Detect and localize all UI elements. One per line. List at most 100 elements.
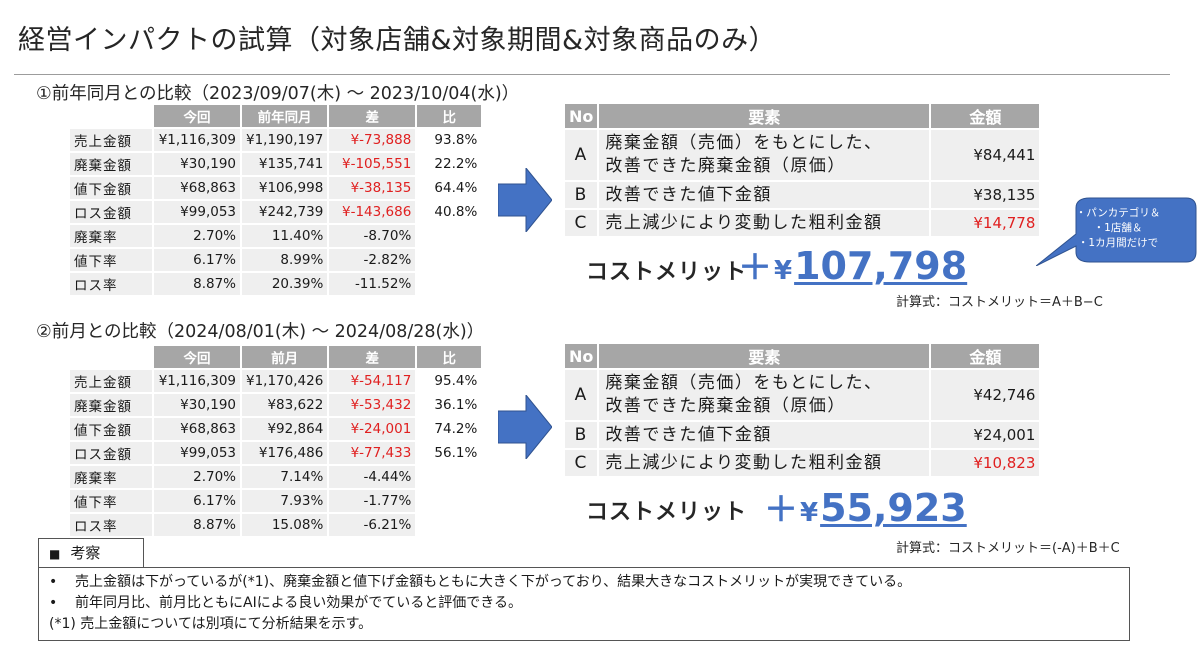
header-previous: 前年同月 xyxy=(242,105,328,127)
previous-value: 20.39% xyxy=(242,273,328,295)
element-description: 廃棄金額（売価）をもとにした、 改善できた廃棄金額（原価） xyxy=(599,370,930,420)
kosatsu-label: 考察 xyxy=(70,544,101,562)
row-label: ロス金額 xyxy=(70,201,152,223)
cost-merit-value: ＋¥107,798 xyxy=(738,240,967,289)
diff-value: ¥-143,686 xyxy=(329,201,416,223)
current-value: ¥1,116,309 xyxy=(154,370,240,392)
diff-value: ¥-38,135 xyxy=(329,177,416,199)
element-amount: ¥10,823 xyxy=(931,450,1040,476)
element-line: 改善できた廃棄金額（原価） xyxy=(605,396,846,416)
diff-value: -4.44% xyxy=(329,466,416,488)
bullet-icon: • xyxy=(49,574,58,590)
ratio-value: 56.1% xyxy=(417,442,482,464)
ratio-value xyxy=(417,273,482,295)
cost-merit-label: コストメリット xyxy=(586,500,748,525)
header-current: 今回 xyxy=(154,105,240,127)
diff-value: ¥-53,432 xyxy=(329,394,416,416)
row-label: 売上金額 xyxy=(70,129,152,151)
elements-header-row: No 要素 金額 xyxy=(565,344,1040,368)
current-value: 8.87% xyxy=(154,273,240,295)
merit-amount: 107,798 xyxy=(794,244,968,288)
table-row: 値下率 6.17% 8.99% -2.82% xyxy=(70,249,482,271)
ratio-value xyxy=(417,249,482,271)
square-bullet-icon: ■ xyxy=(49,547,61,561)
header-blank xyxy=(70,105,152,127)
kosatsu-tag: ■ 考察 xyxy=(38,538,144,568)
header-element: 要素 xyxy=(599,104,930,128)
element-no: B xyxy=(565,182,598,208)
previous-value: 11.40% xyxy=(242,225,328,247)
previous-value: 7.93% xyxy=(242,490,328,512)
ratio-value xyxy=(417,466,482,488)
ratio-value: 22.2% xyxy=(417,153,482,175)
callout-bubble-icon xyxy=(1036,197,1197,266)
table-row: 廃棄金額 ¥30,190 ¥83,622 ¥-53,432 36.1% xyxy=(70,394,482,416)
kosatsu-note: (*1) 売上金額については別項にて分析結果を示す。 xyxy=(49,616,373,632)
right-arrow-icon xyxy=(498,395,552,459)
row-label: 廃棄金額 xyxy=(70,153,152,175)
element-amount: ¥14,778 xyxy=(931,210,1040,236)
element-amount: ¥42,746 xyxy=(931,370,1040,420)
plus-sign: ＋ xyxy=(764,490,798,530)
row-label: 値下率 xyxy=(70,249,152,271)
section2-heading: ②前月との比較（2024/08/01(木) ～ 2024/08/28(水)） xyxy=(36,322,485,342)
ratio-value: 64.4% xyxy=(417,177,482,199)
ratio-value: 40.8% xyxy=(417,201,482,223)
current-value: ¥30,190 xyxy=(154,394,240,416)
element-no: A xyxy=(565,370,598,420)
row-label: 値下率 xyxy=(70,490,152,512)
previous-value: ¥135,741 xyxy=(242,153,328,175)
table-row: B 改善できた値下金額 ¥24,001 xyxy=(565,422,1040,448)
element-description: 売上減少により変動した粗利金額 xyxy=(599,210,930,236)
table-row: C 売上減少により変動した粗利金額 ¥14,778 xyxy=(565,210,1040,236)
section2-elements-table: No 要素 金額 A 廃棄金額（売価）をもとにした、 改善できた廃棄金額（原価）… xyxy=(563,342,1041,478)
merit-amount: 55,923 xyxy=(820,486,967,530)
table-row: 値下金額 ¥68,863 ¥106,998 ¥-38,135 64.4% xyxy=(70,177,482,199)
ratio-value xyxy=(417,514,482,536)
table-row: 売上金額 ¥1,116,309 ¥1,170,426 ¥-54,117 95.4… xyxy=(70,370,482,392)
ratio-value: 36.1% xyxy=(417,394,482,416)
table-row: ロス率 8.87% 15.08% -6.21% xyxy=(70,514,482,536)
element-no: C xyxy=(565,210,598,236)
table-row: ロス金額 ¥99,053 ¥242,739 ¥-143,686 40.8% xyxy=(70,201,482,223)
formula-text: 計算式：コストメリット＝A＋B−C xyxy=(896,295,1103,310)
element-amount: ¥38,135 xyxy=(931,182,1040,208)
element-description: 売上減少により変動した粗利金額 xyxy=(599,450,930,476)
element-amount: ¥84,441 xyxy=(931,130,1040,180)
row-label: 値下金額 xyxy=(70,418,152,440)
element-no: A xyxy=(565,130,598,180)
header-no: No xyxy=(565,104,598,128)
row-label: ロス率 xyxy=(70,273,152,295)
previous-value: ¥176,486 xyxy=(242,442,328,464)
previous-value: ¥106,998 xyxy=(242,177,328,199)
formula-text: 計算式：コストメリット＝(-A)＋B＋C xyxy=(896,541,1120,556)
table-row: C 売上減少により変動した粗利金額 ¥10,823 xyxy=(565,450,1040,476)
table-row: 廃棄率 2.70% 7.14% -4.44% xyxy=(70,466,482,488)
element-line: 改善できた廃棄金額（原価） xyxy=(605,156,846,176)
table-row: A 廃棄金額（売価）をもとにした、 改善できた廃棄金額（原価） ¥84,441 xyxy=(565,130,1040,180)
diff-value: -2.82% xyxy=(329,249,416,271)
plus-sign: ＋ xyxy=(738,248,772,288)
title-divider xyxy=(14,74,1170,75)
diff-value: -1.77% xyxy=(329,490,416,512)
elements-header-row: No 要素 金額 xyxy=(565,104,1040,128)
previous-value: ¥242,739 xyxy=(242,201,328,223)
callout-line: ・1カ月間だけで xyxy=(1077,237,1159,249)
table-row: 売上金額 ¥1,116,309 ¥1,190,197 ¥-73,888 93.8… xyxy=(70,129,482,151)
right-arrow-icon xyxy=(498,168,552,232)
previous-value: 7.14% xyxy=(242,466,328,488)
diff-value: -8.70% xyxy=(329,225,416,247)
table-row: 廃棄率 2.70% 11.40% -8.70% xyxy=(70,225,482,247)
current-value: ¥99,053 xyxy=(154,442,240,464)
previous-value: 8.99% xyxy=(242,249,328,271)
element-line: 廃棄金額（売価）をもとにした、 xyxy=(605,373,883,393)
section1-elements-table: No 要素 金額 A 廃棄金額（売価）をもとにした、 改善できた廃棄金額（原価）… xyxy=(563,102,1041,238)
header-ratio: 比 xyxy=(417,105,482,127)
current-value: ¥68,863 xyxy=(154,418,240,440)
header-amount: 金額 xyxy=(931,344,1040,368)
table-header-row: 今回 前年同月 差 比 xyxy=(70,105,482,127)
table-row: ロス金額 ¥99,053 ¥176,486 ¥-77,433 56.1% xyxy=(70,442,482,464)
current-value: ¥99,053 xyxy=(154,201,240,223)
kosatsu-text: 前年同月比、前月比ともにAIによる良い効果がでていると評価できる。 xyxy=(75,595,523,611)
row-label: 値下金額 xyxy=(70,177,152,199)
